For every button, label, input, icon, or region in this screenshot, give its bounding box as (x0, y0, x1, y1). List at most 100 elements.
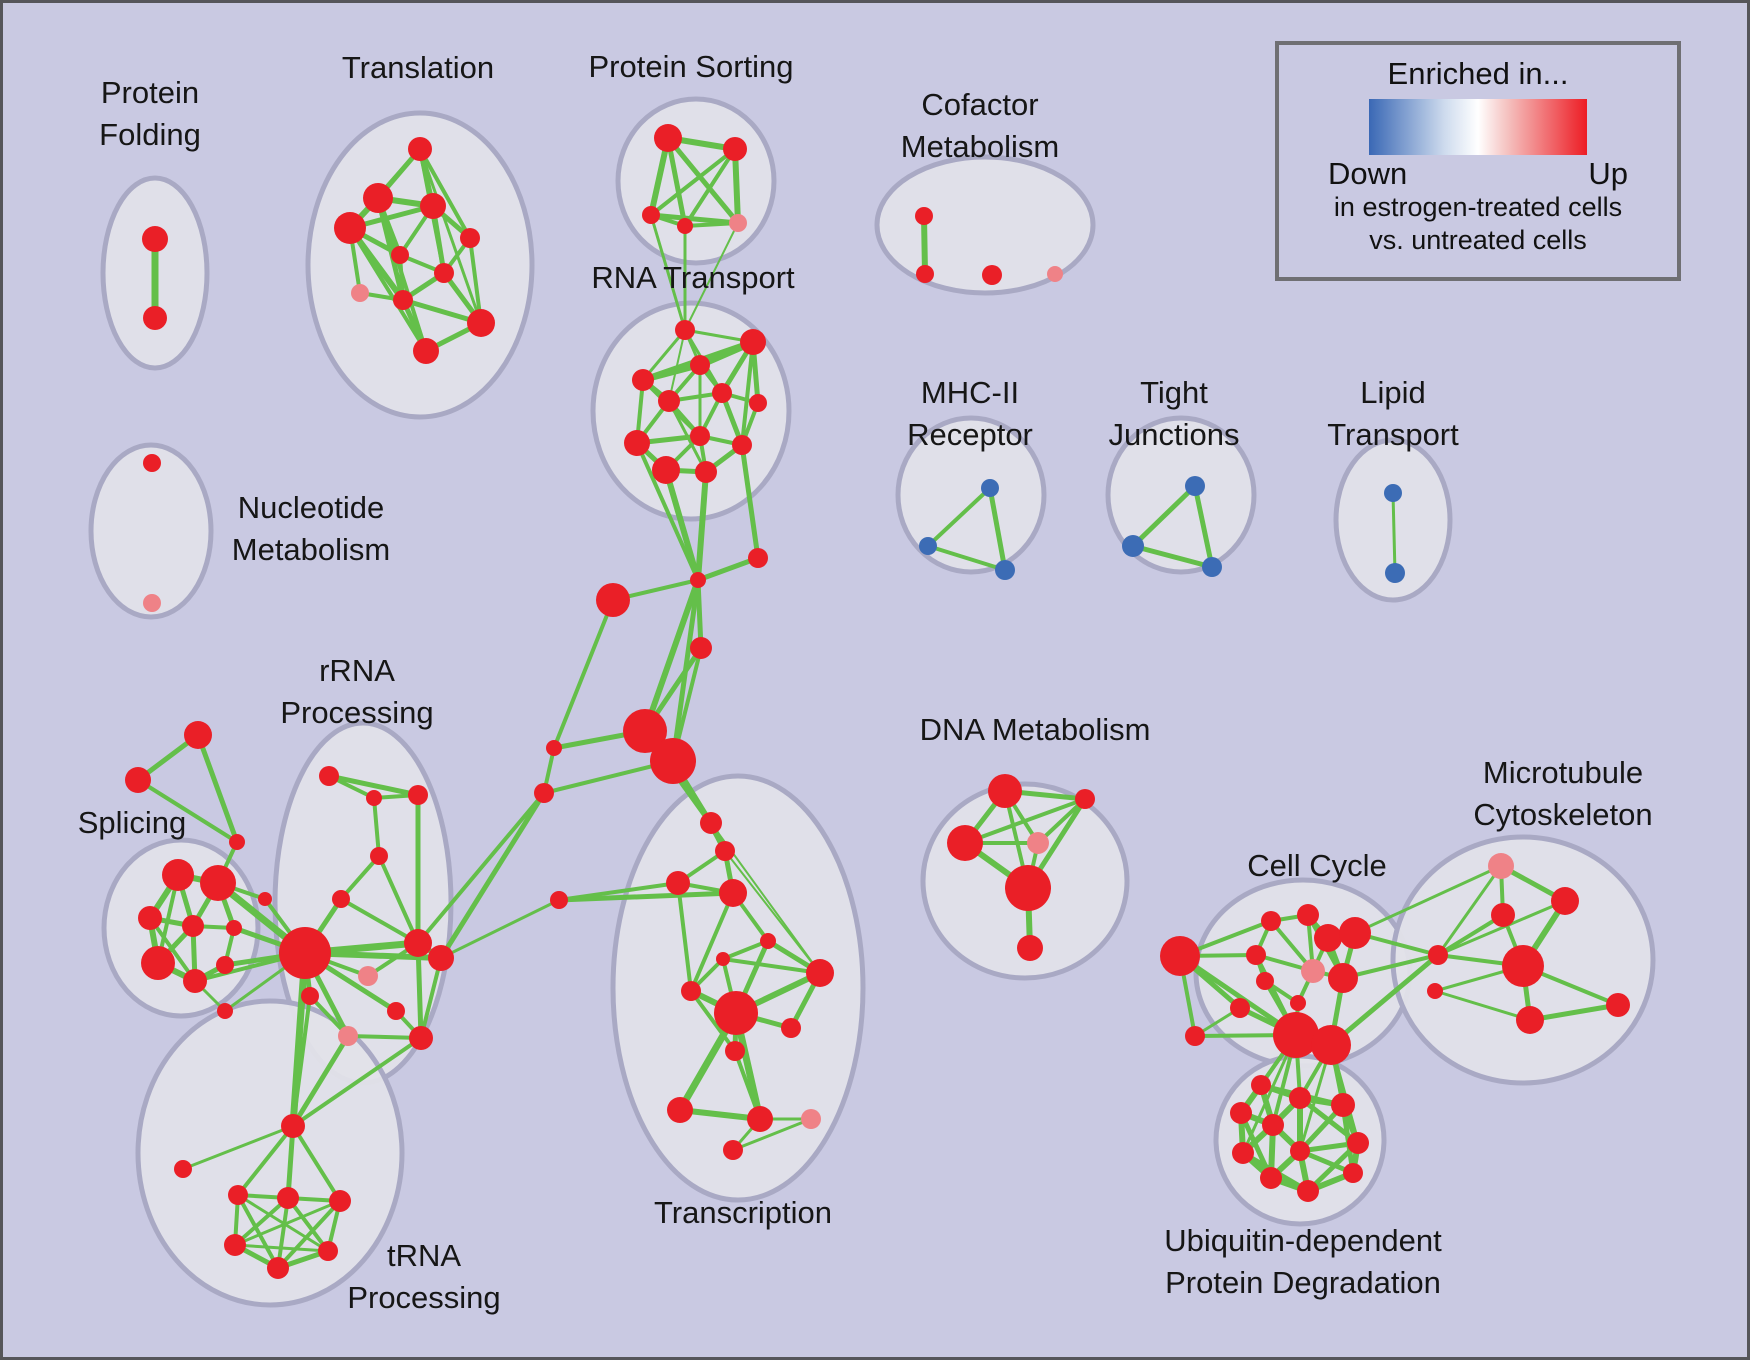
gene-set-node-u5 (1262, 1114, 1284, 1136)
gene-set-node-tc1 (760, 933, 776, 949)
edge-rt2-rt10 (740, 340, 755, 447)
gene-set-node-s2 (534, 783, 554, 803)
nodes (125, 124, 1630, 1279)
gene-set-node-r14 (281, 1114, 305, 1138)
gene-set-node-t6 (391, 246, 409, 264)
gene-set-node-c5 (550, 891, 568, 909)
cluster-label-trna-processing-line2: Processing (347, 1280, 500, 1315)
gene-set-node-mt9 (1427, 983, 1443, 999)
edge-tc1-tc2 (721, 939, 770, 961)
gene-set-node-t2 (363, 183, 393, 213)
gene-set-node-sp4 (182, 915, 204, 937)
gene-set-node-r6 (279, 927, 331, 979)
edge-b0-s1 (552, 598, 615, 750)
gene-set-node-c2 (715, 841, 735, 861)
edge-ps3-ps5 (648, 212, 741, 226)
cluster-ellipse-nucleotide-metabolism (88, 442, 214, 620)
gene-set-node-u8 (1290, 1141, 1310, 1161)
gene-set-node-u1 (1251, 1075, 1271, 1095)
gene-set-node-h2 (650, 738, 696, 784)
gene-set-node-r13 (409, 1026, 433, 1050)
edge-ps2-ps4 (683, 147, 737, 228)
edge-cm1-cm2 (921, 213, 928, 277)
gene-set-node-cc12 (1311, 1025, 1351, 1065)
cluster-ellipse-rna-transport (590, 300, 792, 522)
edge-t4-t11 (348, 226, 428, 353)
gene-set-node-tr5 (267, 1257, 289, 1279)
gene-set-node-mt7 (1606, 993, 1630, 1017)
gene-set-node-r4 (370, 847, 388, 865)
edge-x1-x3 (195, 732, 240, 845)
edge-mt5-mt2 (1436, 899, 1567, 957)
edge-c5-r9 (439, 898, 561, 960)
gene-set-node-b2 (748, 548, 768, 568)
cluster-label-splicing-line1: Splicing (78, 805, 187, 840)
gene-set-node-rt3 (690, 355, 710, 375)
edge-c2-tc4 (724, 850, 821, 974)
edge-ps2-ps5 (732, 146, 741, 226)
gene-set-node-cc13 (1185, 1026, 1205, 1046)
gene-set-node-r3 (408, 785, 428, 805)
edge-cc4-mt1 (1353, 864, 1503, 935)
network-canvas: Protein Folding Translation Protein Sorting… (78, 49, 1656, 1315)
gene-set-node-cc6 (1301, 959, 1325, 983)
gene-set-node-r2 (366, 790, 382, 806)
legend-note-line2: vs. untreated cells (1369, 225, 1587, 255)
edge-r4-r5 (339, 854, 381, 901)
edge-s2-r8 (416, 791, 546, 945)
gene-set-node-tj3 (1202, 557, 1222, 577)
gene-set-node-r10 (301, 987, 319, 1005)
edge-tr3-tr4 (233, 1199, 342, 1247)
gene-set-node-rt11 (652, 456, 680, 484)
gene-set-node-d1 (988, 774, 1022, 808)
gene-set-node-cc1 (1261, 911, 1281, 931)
edge-tr2-tr6 (286, 1196, 330, 1253)
gene-set-node-m3 (995, 560, 1015, 580)
gene-set-node-x3 (229, 834, 245, 850)
gene-set-node-tc9 (747, 1106, 773, 1132)
cluster-ellipse-mhc-ii-receptor (895, 415, 1047, 575)
gene-set-node-t8 (351, 284, 369, 302)
edge-r14-tr2 (285, 1123, 296, 1201)
edge-b1-b2 (695, 555, 761, 583)
gene-set-node-mt4 (1502, 945, 1544, 987)
gene-set-node-mt5 (1428, 945, 1448, 965)
cluster-ellipse-transcription (610, 773, 866, 1203)
edge-tr2-tr4 (233, 1196, 290, 1247)
edge-cc7-mt5 (1341, 953, 1440, 980)
gene-set-node-r8 (404, 929, 432, 957)
gene-set-node-cm2 (916, 265, 934, 283)
gene-set-node-cc5 (1246, 945, 1266, 965)
gene-set-node-b0 (596, 583, 630, 617)
edge-t5-t10 (468, 236, 483, 325)
gene-set-node-h1 (623, 709, 667, 753)
gene-set-node-t3 (420, 193, 446, 219)
gene-set-node-ps3 (642, 206, 660, 224)
cluster-label-lipid-transport-line1: Lipid (1360, 375, 1426, 410)
edge-s2-r9 (438, 790, 547, 961)
gene-set-node-ps1 (654, 124, 682, 152)
gene-set-node-c1 (700, 812, 722, 834)
gene-set-node-tc7 (725, 1041, 745, 1061)
cluster-label-cell-cycle-line1: Cell Cycle (1247, 848, 1387, 883)
edge-r5-r8 (339, 897, 420, 945)
cluster-label-mhc-ii-receptor-line1: MHC-II (921, 375, 1019, 410)
edge-cc0-cc11 (1177, 953, 1299, 1038)
edge-r2-r4 (372, 796, 381, 858)
gene-set-node-s1 (546, 740, 562, 756)
edge-t1-t5 (418, 147, 472, 240)
cluster-label-nucleotide-metabolism-line2: Metabolism (232, 532, 391, 567)
edge-rt10-b2 (739, 442, 761, 561)
gene-set-node-tc6 (781, 1018, 801, 1038)
gene-set-node-tc4 (806, 959, 834, 987)
gene-set-node-pf2 (143, 306, 167, 330)
gene-set-node-tc2 (716, 952, 730, 966)
gene-set-node-d6 (1017, 935, 1043, 961)
gene-set-node-d5 (1005, 865, 1051, 911)
gene-set-node-t7 (434, 263, 454, 283)
cluster-label-protein-folding-line2: Folding (99, 117, 201, 152)
gene-set-node-tr6 (318, 1241, 338, 1261)
gene-set-node-t4 (334, 212, 366, 244)
gene-set-node-rt7 (749, 394, 767, 412)
